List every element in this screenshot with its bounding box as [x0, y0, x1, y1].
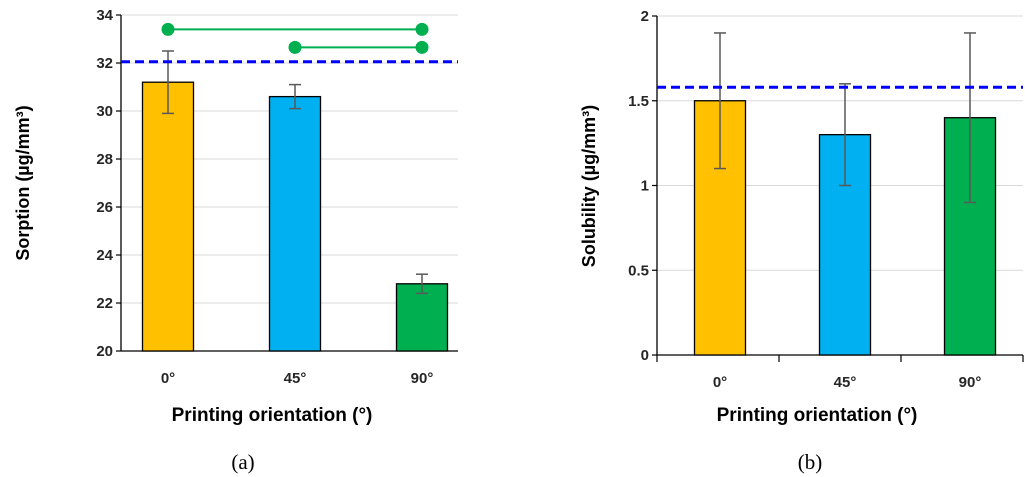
x-tick-label: 0° [161, 370, 175, 387]
y-axis-title: Sorption (µg/mm³) [13, 105, 33, 260]
y-tick-label: 22 [96, 295, 113, 312]
y-tick-label: 24 [96, 247, 113, 264]
error-bar-0 [714, 32, 726, 170]
y-tick-label: 0 [641, 347, 649, 364]
y-tick-label: 1 [641, 178, 649, 195]
bracket-end-dot [415, 40, 429, 54]
y-tick-label: 32 [96, 55, 113, 72]
figure-caption: (b) [798, 450, 823, 474]
x-tick-label: 90° [411, 370, 434, 387]
significance-bracket-1 [288, 40, 429, 54]
x-tick-label: 45° [834, 374, 857, 391]
y-tick-label: 0.5 [628, 262, 649, 279]
x-tick-label: 0° [713, 374, 727, 391]
bar-0 [141, 81, 195, 352]
error-bar-1 [839, 83, 851, 187]
error-bar-2 [964, 32, 976, 204]
y-tick-label: 30 [96, 103, 113, 120]
y-tick-label: 26 [96, 199, 113, 216]
y-tick-label: 2 [641, 8, 649, 25]
figure-caption: (a) [231, 450, 254, 474]
bracket-end-dot [415, 22, 429, 36]
y-tick-label: 34 [96, 7, 113, 24]
y-tick-label: 28 [96, 151, 113, 168]
chart-b: 0 0.5 1 1.5 2 0° 45° 90° Printing orientation (°… [579, 8, 1024, 474]
y-tick-label: 1.5 [628, 93, 649, 110]
bar-1 [268, 95, 322, 352]
bracket-end-dot [288, 40, 302, 54]
significance-bracket-0 [161, 22, 429, 36]
bracket-end-dot [161, 22, 175, 36]
x-tick-label: 90° [959, 374, 982, 391]
y-axis-title: Solubility (µg/mm³) [579, 105, 599, 267]
error-bar-2 [416, 273, 428, 295]
x-tick-label: 45° [284, 370, 307, 387]
x-axis-title: Printing orientation (°) [172, 405, 373, 426]
y-tick-label: 20 [96, 343, 113, 360]
bar-2 [395, 283, 449, 352]
x-axis-title: Printing orientation (°) [717, 405, 918, 426]
error-bar-1 [289, 83, 301, 110]
chart-a: 20 22 24 26 28 30 32 34 0° 45° 90° Printing orienta… [13, 7, 458, 474]
